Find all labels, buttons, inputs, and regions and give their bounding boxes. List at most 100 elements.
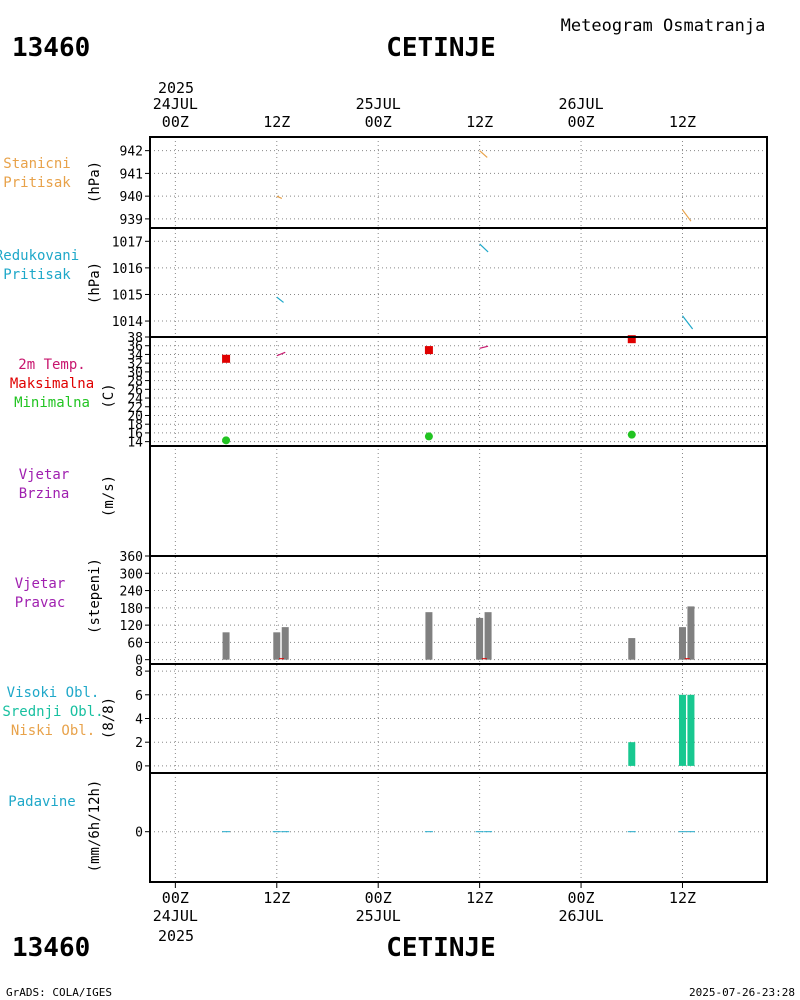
y-tick-label: 22 [127, 401, 143, 416]
y-tick-label: 30 [127, 366, 143, 381]
y-tick-label: 60 [127, 636, 143, 651]
panel-unit: (hPa) [87, 161, 103, 203]
panel-unit: (m/s) [101, 475, 117, 517]
y-tick-label: 34 [127, 348, 143, 363]
panel-label: Visoki Obl. [7, 685, 100, 701]
top-date-label: 24JUL [153, 95, 198, 113]
top-hour-label: 00Z [568, 113, 595, 131]
bar [628, 742, 636, 766]
y-tick-label: 939 [120, 213, 143, 228]
y-tick-label: 942 [120, 145, 143, 160]
y-tick-label: 1014 [112, 315, 143, 330]
panel-label: 2m Temp. [18, 357, 85, 373]
bottom-hour-label: 12Z [466, 889, 493, 907]
temp-2m-line [276, 351, 286, 357]
panel-unit: (8/8) [101, 697, 117, 739]
panel-label: Minimalna [14, 395, 90, 411]
y-tick-label: 20 [127, 409, 143, 424]
series-line [276, 296, 284, 303]
panel-label: Padavine [8, 794, 75, 810]
bottom-hour-label: 00Z [162, 889, 189, 907]
top-hour-label: 12Z [466, 113, 493, 131]
bar [281, 627, 289, 660]
station-id-top: 13460 [12, 33, 90, 63]
panel-unit: (hPa) [87, 262, 103, 304]
panel-unit: (C) [101, 383, 117, 408]
bar [484, 612, 492, 660]
y-tick-label: 32 [127, 357, 143, 372]
panel-label: Niski Obl. [11, 723, 95, 739]
y-tick-label: 940 [120, 190, 143, 205]
max-temp-point [222, 354, 231, 363]
panel-label: Redukovani [0, 248, 79, 264]
timestamp: 2025-07-26-23:28 [689, 986, 795, 999]
year-top: 2025 [158, 79, 194, 97]
y-tick-label: 941 [120, 167, 143, 182]
y-tick-label: 16 [127, 427, 143, 442]
y-tick-label: 8 [135, 665, 143, 680]
panel-unit: (mm/6h/12h) [87, 780, 103, 873]
series-line [682, 315, 694, 330]
y-tick-label: 0 [135, 654, 143, 669]
bottom-date-label: 26JUL [558, 907, 603, 925]
top-date-label: 26JUL [558, 95, 603, 113]
y-tick-label: 1015 [112, 288, 143, 303]
top-date-label: 25JUL [356, 95, 401, 113]
top-hour-label: 12Z [669, 113, 696, 131]
y-tick-label: 14 [127, 436, 143, 451]
min-temp-point [222, 436, 231, 445]
year-bottom: 2025 [158, 927, 194, 945]
bar [628, 638, 636, 660]
panel-label: Pritisak [3, 267, 71, 283]
panel-label: Maksimalna [10, 376, 94, 392]
panels: Stanicni Pritisak (hPa) Redukovani Pritisak (… [0, 136, 768, 888]
temp-2m-line [479, 345, 489, 349]
bottom-hour-label: 12Z [263, 889, 290, 907]
bar [222, 632, 230, 660]
y-tick-label: 2 [135, 736, 143, 751]
y-tick-label: 4 [135, 713, 143, 728]
bottom-date-label: 24JUL [153, 907, 198, 925]
y-tick-label: 1017 [112, 235, 143, 250]
y-tick-label: 38 [127, 331, 143, 346]
station-name-top: CETINJE [386, 33, 496, 63]
bottom-hour-label: 00Z [365, 889, 392, 907]
min-temp-point [627, 430, 636, 439]
y-tick-label: 0 [135, 760, 143, 775]
credit: GrADS: COLA/IGES [6, 986, 112, 999]
top-hour-label: 00Z [162, 113, 189, 131]
bar [425, 612, 433, 660]
bar [687, 606, 695, 660]
top-hour-label: 12Z [263, 113, 290, 131]
series-line [479, 243, 489, 253]
y-tick-label: 180 [120, 602, 143, 617]
y-tick-label: 26 [127, 383, 143, 398]
y-tick-label: 24 [127, 392, 143, 407]
panel-label: Pravac [15, 595, 66, 611]
panel-label: Brzina [19, 486, 70, 502]
series-line [276, 195, 283, 199]
bar [273, 632, 281, 660]
station-id-bottom: 13460 [12, 933, 90, 963]
station-name-bottom: CETINJE [386, 933, 496, 963]
series-line [681, 209, 692, 222]
bar [476, 617, 484, 660]
panel-label: Stanicni [3, 156, 70, 172]
min-temp-point [424, 432, 433, 441]
panel-label: Vjetar [19, 467, 70, 483]
panel-unit: (stepeni) [87, 558, 103, 634]
max-temp-point [424, 346, 433, 355]
top-hour-label: 00Z [365, 113, 392, 131]
product-title: Meteogram Osmatranja [561, 16, 766, 36]
panel-label: Pritisak [3, 175, 71, 191]
bar [678, 627, 686, 660]
bar [687, 694, 695, 766]
y-tick-label: 28 [127, 375, 143, 390]
bar [678, 694, 686, 766]
y-tick-label: 1016 [112, 262, 143, 277]
bottom-hour-label: 00Z [568, 889, 595, 907]
bottom-date-label: 25JUL [356, 907, 401, 925]
